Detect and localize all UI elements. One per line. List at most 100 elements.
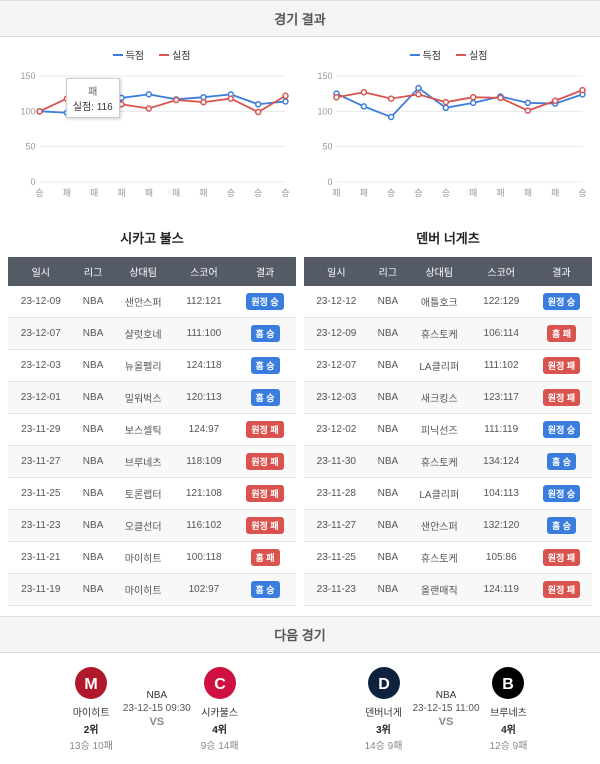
charts-row: 득점 실점 050100150승패패패패패패승승승 패실점: 116 득점 실점… bbox=[0, 37, 600, 213]
cell-league: NBA bbox=[369, 510, 407, 542]
legend-against-label: 실점 bbox=[172, 47, 190, 62]
result-badge: 홈 패 bbox=[251, 549, 280, 566]
team-record: 14승 9패 bbox=[365, 737, 403, 752]
cell-opponent: 뉴올펠리 bbox=[113, 350, 174, 382]
cell-league: NBA bbox=[369, 542, 407, 574]
cell-date: 23-11-23 bbox=[8, 510, 74, 542]
result-badge: 홈 승 bbox=[251, 325, 280, 342]
legend-line-blue bbox=[113, 54, 123, 56]
table-row[interactable]: 23-11-28 NBA LA클리퍼 104:113 원정 승 bbox=[304, 478, 592, 510]
table-row[interactable]: 23-11-30 NBA 휴스토케 134:124 홈 승 bbox=[304, 446, 592, 478]
table-row[interactable]: 23-11-27 NBA 브루네츠 118:109 원정 패 bbox=[8, 446, 296, 478]
table-row[interactable]: 23-12-02 NBA 피닉선즈 111:119 원정 승 bbox=[304, 414, 592, 446]
cell-result: 원정 패 bbox=[531, 382, 592, 414]
cell-date: 23-11-19 bbox=[8, 574, 74, 606]
svg-text:패: 패 bbox=[199, 188, 207, 198]
svg-text:패: 패 bbox=[332, 188, 340, 198]
cell-league: NBA bbox=[369, 478, 407, 510]
table-row[interactable]: 23-12-09 NBA 샌안스퍼 112:121 원정 승 bbox=[8, 286, 296, 318]
cell-result: 원정 패 bbox=[531, 574, 592, 606]
matchup-right[interactable]: D 덴버너게 3위 14승 9패 NBA 23-12-15 11:00 VS B… bbox=[300, 665, 592, 752]
svg-text:패: 패 bbox=[172, 188, 180, 198]
cell-opponent: 오클선더 bbox=[113, 510, 174, 542]
cell-opponent: 피닉선즈 bbox=[407, 414, 471, 446]
chart-left[interactable]: 050100150승패패패패패패승승승 bbox=[8, 70, 295, 200]
table-row[interactable]: 23-11-27 NBA 샌안스퍼 132:120 홈 승 bbox=[304, 510, 592, 542]
cell-result: 홈 승 bbox=[234, 574, 296, 606]
cell-score: 116:102 bbox=[174, 510, 234, 542]
table-row[interactable]: 23-11-25 NBA 휴스토케 105:86 원정 패 bbox=[304, 542, 592, 574]
cell-league: NBA bbox=[74, 542, 113, 574]
svg-text:승: 승 bbox=[387, 188, 395, 198]
cell-result: 홈 패 bbox=[531, 318, 592, 350]
table-row[interactable]: 23-12-09 NBA 휴스토케 106:114 홈 패 bbox=[304, 318, 592, 350]
cell-league: NBA bbox=[369, 574, 407, 606]
cell-result: 원정 패 bbox=[234, 478, 296, 510]
svg-text:0: 0 bbox=[327, 177, 332, 187]
chart-right-legend: 득점 실점 bbox=[305, 47, 592, 62]
result-badge: 홈 승 bbox=[251, 389, 280, 406]
cell-result: 홈 승 bbox=[531, 446, 592, 478]
table-row[interactable]: 23-11-29 NBA 보스셀틱 124:97 원정 패 bbox=[8, 414, 296, 446]
table-row[interactable]: 23-12-07 NBA 샬럿호네 111:100 홈 승 bbox=[8, 318, 296, 350]
cell-result: 원정 패 bbox=[234, 446, 296, 478]
cell-date: 23-12-12 bbox=[304, 286, 369, 318]
cell-result: 홈 승 bbox=[531, 510, 592, 542]
svg-text:50: 50 bbox=[322, 142, 332, 152]
chart-left-legend: 득점 실점 bbox=[8, 47, 295, 62]
cell-result: 원정 승 bbox=[531, 414, 592, 446]
table-row[interactable]: 23-12-03 NBA 새크킹스 123:117 원정 패 bbox=[304, 382, 592, 414]
matchup-team-b: C 시카불스 4위 9승 14패 bbox=[201, 665, 239, 752]
team-record: 9승 14패 bbox=[201, 737, 239, 752]
cell-result: 원정 패 bbox=[234, 414, 296, 446]
legend-line-red bbox=[159, 54, 169, 56]
table-row[interactable]: 23-12-01 NBA 밀워벅스 120:113 홈 승 bbox=[8, 382, 296, 414]
th-score: 스코어 bbox=[174, 257, 234, 286]
table-row[interactable]: 23-11-19 NBA 마이히트 102:97 홈 승 bbox=[8, 574, 296, 606]
cell-date: 23-11-23 bbox=[304, 574, 369, 606]
table-row[interactable]: 23-12-03 NBA 뉴올펠리 124:118 홈 승 bbox=[8, 350, 296, 382]
cell-date: 23-12-03 bbox=[8, 350, 74, 382]
table-row[interactable]: 23-12-12 NBA 애틀호크 122:129 원정 승 bbox=[304, 286, 592, 318]
cell-opponent: 밀워벅스 bbox=[113, 382, 174, 414]
next-games-row: M 마이히트 2위 13승 10패 NBA 23-12-15 09:30 VS … bbox=[0, 653, 600, 764]
table-row[interactable]: 23-12-07 NBA LA클리퍼 111:102 원정 패 bbox=[304, 350, 592, 382]
cell-date: 23-11-29 bbox=[8, 414, 74, 446]
cell-score: 105:86 bbox=[472, 542, 531, 574]
cell-league: NBA bbox=[369, 350, 407, 382]
cell-score: 124:118 bbox=[174, 350, 234, 382]
result-badge: 원정 승 bbox=[246, 293, 283, 310]
cell-result: 원정 승 bbox=[531, 286, 592, 318]
cell-opponent: 올랜매직 bbox=[407, 574, 471, 606]
matchup-left[interactable]: M 마이히트 2위 13승 10패 NBA 23-12-15 09:30 VS … bbox=[8, 665, 300, 752]
svg-text:0: 0 bbox=[30, 177, 35, 187]
svg-text:승: 승 bbox=[578, 188, 586, 198]
table-row[interactable]: 23-11-23 NBA 오클선더 116:102 원정 패 bbox=[8, 510, 296, 542]
team-record: 13승 10패 bbox=[69, 737, 112, 752]
svg-text:승: 승 bbox=[414, 188, 422, 198]
cell-opponent: 보스셀틱 bbox=[113, 414, 174, 446]
cell-score: 111:100 bbox=[174, 318, 234, 350]
th-date: 일시 bbox=[304, 257, 369, 286]
cell-score: 122:129 bbox=[472, 286, 531, 318]
team-logo-icon: C bbox=[202, 665, 238, 701]
cell-date: 23-12-09 bbox=[304, 318, 369, 350]
cell-score: 111:102 bbox=[472, 350, 531, 382]
cell-date: 23-11-25 bbox=[304, 542, 369, 574]
chart-right[interactable]: 050100150패패승승승패패패패승 bbox=[305, 70, 592, 200]
team-rank: 3위 bbox=[365, 721, 403, 736]
cell-result: 홈 승 bbox=[234, 382, 296, 414]
svg-text:패: 패 bbox=[524, 188, 532, 198]
cell-score: 132:120 bbox=[472, 510, 531, 542]
table-row[interactable]: 23-11-23 NBA 올랜매직 124:119 원정 패 bbox=[304, 574, 592, 606]
table-row[interactable]: 23-11-25 NBA 토론랩터 121:108 원정 패 bbox=[8, 478, 296, 510]
cell-score: 120:113 bbox=[174, 382, 234, 414]
legend-line-red bbox=[456, 54, 466, 56]
table-row[interactable]: 23-11-21 NBA 마이히트 100:118 홈 패 bbox=[8, 542, 296, 574]
svg-text:패: 패 bbox=[63, 188, 71, 198]
cell-opponent: 샌안스퍼 bbox=[113, 286, 174, 318]
team-logo-icon: D bbox=[366, 665, 402, 701]
cell-result: 원정 패 bbox=[531, 542, 592, 574]
cell-opponent: 새크킹스 bbox=[407, 382, 471, 414]
cell-date: 23-11-28 bbox=[304, 478, 369, 510]
